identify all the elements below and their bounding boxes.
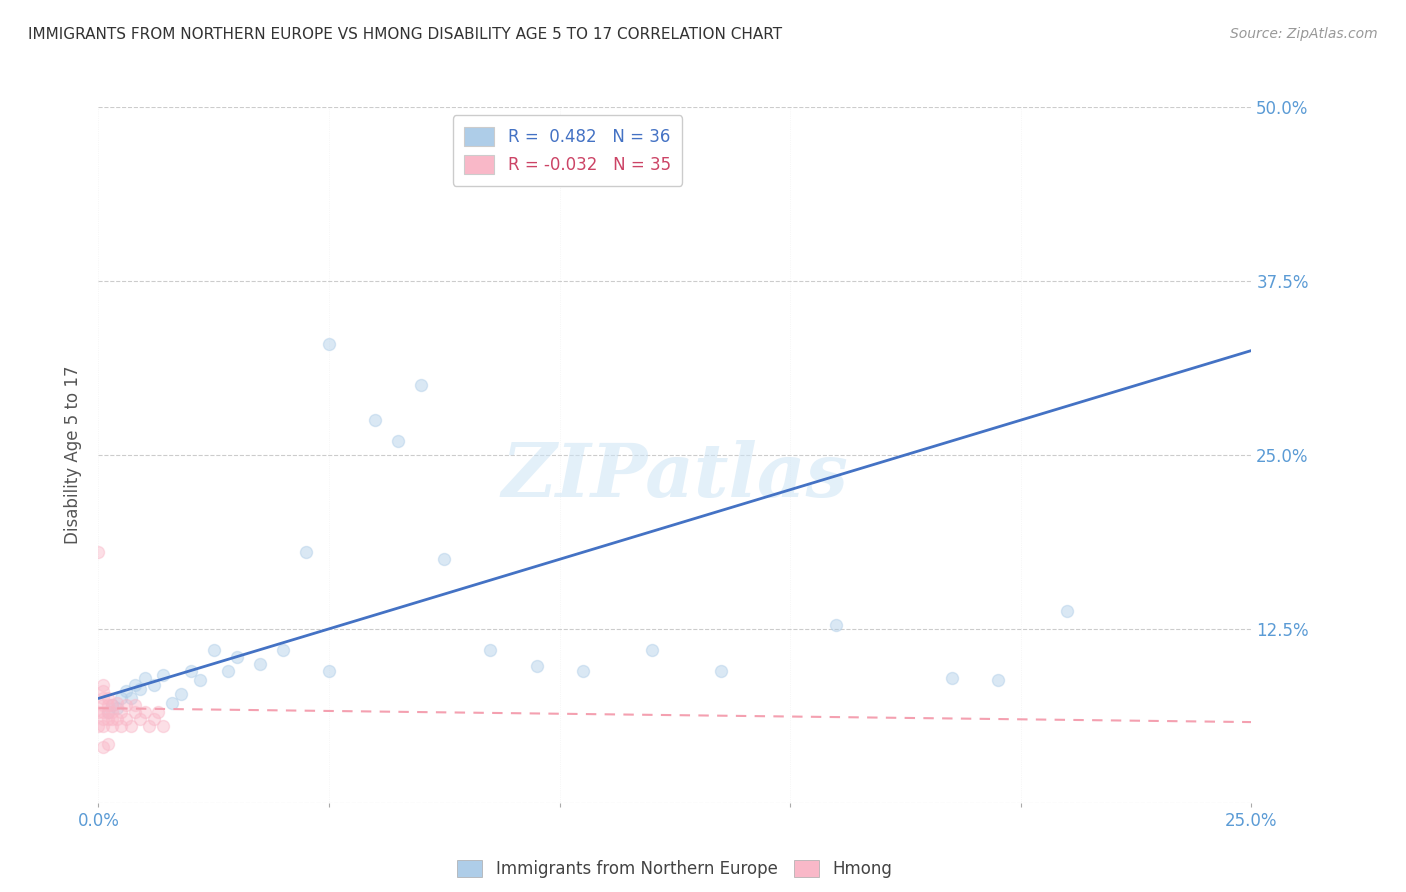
Point (115, 712, 138, 726)
Point (110, 706, 132, 720)
Point (101, 719, 124, 733)
Point (87, 545, 110, 559)
Point (129, 681, 152, 696)
Text: Source: ZipAtlas.com: Source: ZipAtlas.com (1230, 27, 1378, 41)
Point (110, 691, 132, 706)
Point (571, 664, 593, 678)
Point (91, 698, 114, 713)
Point (641, 642, 664, 657)
Point (91, 740, 114, 755)
Point (364, 413, 387, 427)
Point (295, 545, 318, 559)
Point (225, 649, 247, 664)
Point (249, 657, 271, 671)
Point (152, 719, 174, 733)
Point (134, 671, 156, 685)
Point (129, 712, 152, 726)
Point (479, 642, 502, 657)
Point (142, 677, 165, 691)
Point (97, 712, 120, 726)
Point (97, 691, 120, 706)
Point (387, 434, 409, 448)
Point (271, 642, 294, 657)
Point (97, 737, 120, 751)
Point (87, 706, 110, 720)
Point (217, 664, 239, 678)
Point (91, 677, 114, 691)
Point (941, 671, 963, 685)
Point (101, 698, 124, 713)
Point (97, 706, 120, 720)
Point (364, 93, 387, 107)
Point (101, 698, 124, 713)
Point (91, 712, 114, 726)
Point (152, 667, 174, 681)
Point (97, 698, 120, 713)
Point (97, 706, 120, 720)
Point (105, 701, 128, 715)
Point (120, 691, 142, 706)
Point (91, 691, 114, 706)
Point (526, 659, 548, 673)
Point (825, 617, 848, 632)
Point (148, 706, 170, 720)
Point (160, 696, 183, 710)
Point (318, 336, 340, 351)
Point (110, 719, 132, 733)
Point (411, 378, 433, 392)
Point (124, 698, 146, 713)
Y-axis label: Disability Age 5 to 17: Disability Age 5 to 17 (65, 366, 83, 544)
Point (180, 664, 202, 678)
Point (142, 712, 165, 726)
Point (202, 642, 225, 657)
Point (138, 719, 160, 733)
Point (987, 673, 1010, 688)
Legend: Immigrants from Northern Europe, Hmong: Immigrants from Northern Europe, Hmong (451, 854, 898, 885)
Point (91, 684, 114, 698)
Point (318, 664, 340, 678)
Text: ZIPatlas: ZIPatlas (502, 440, 848, 512)
Point (87, 719, 110, 733)
Point (105, 712, 128, 726)
Point (124, 706, 146, 720)
Point (91, 706, 114, 720)
Point (134, 706, 156, 720)
Point (115, 684, 138, 698)
Point (91, 719, 114, 733)
Point (124, 677, 146, 691)
Point (115, 698, 138, 713)
Point (188, 673, 211, 688)
Point (1056, 604, 1078, 618)
Point (101, 712, 124, 726)
Text: IMMIGRANTS FROM NORTHERN EUROPE VS HMONG DISABILITY AGE 5 TO 17 CORRELATION CHAR: IMMIGRANTS FROM NORTHERN EUROPE VS HMONG… (28, 27, 782, 42)
Point (710, 664, 733, 678)
Point (170, 687, 193, 701)
Point (105, 696, 128, 710)
Point (101, 706, 124, 720)
Point (120, 719, 142, 733)
Point (433, 552, 456, 566)
